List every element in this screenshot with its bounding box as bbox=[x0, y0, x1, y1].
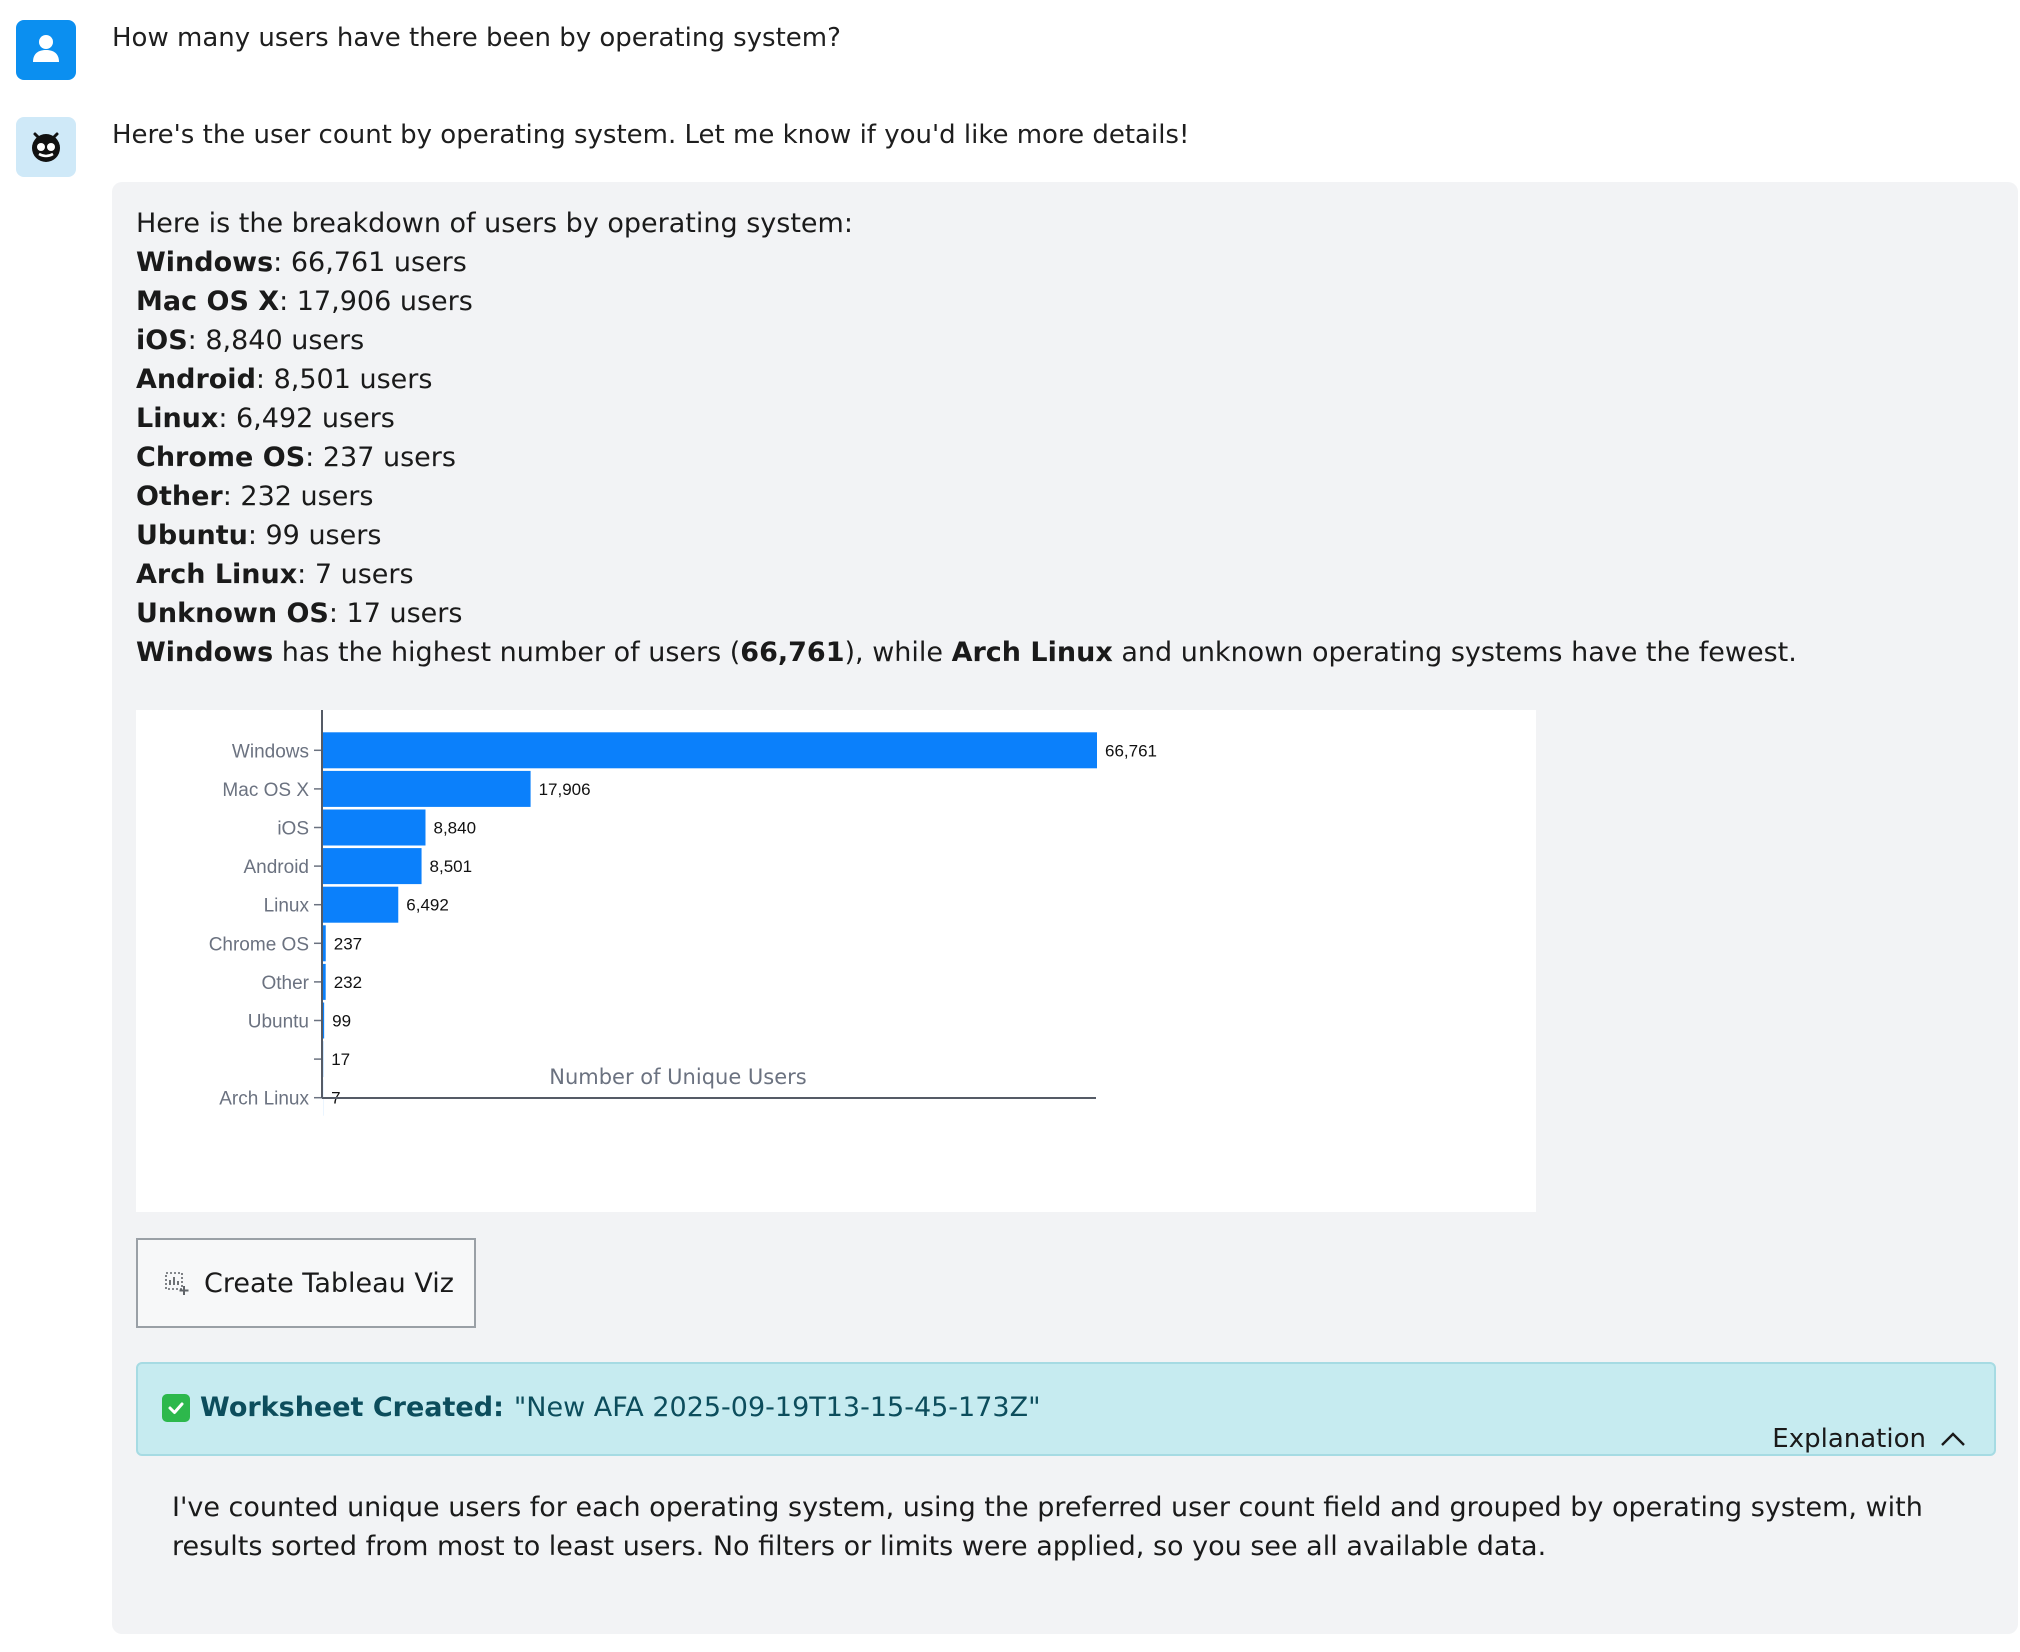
user-question: How many users have there been by operat… bbox=[112, 23, 841, 53]
bar bbox=[323, 848, 422, 885]
explanation-toggle-label: Explanation bbox=[1772, 1424, 1926, 1454]
summary-item: Android: 8,501 users bbox=[136, 360, 1797, 399]
data-label: 237 bbox=[334, 934, 362, 953]
worksheet-created-banner: Worksheet Created: "New AFA 2025-09-19T1… bbox=[136, 1362, 1996, 1456]
summary-item-name: Ubuntu bbox=[136, 520, 248, 551]
bar bbox=[323, 770, 531, 807]
data-label: 232 bbox=[334, 973, 362, 992]
chart-add-icon bbox=[164, 1270, 190, 1296]
summary-item-name: Android bbox=[136, 364, 256, 395]
y-tick-label: Mac OS X bbox=[222, 780, 309, 801]
summary-item-count: : 66,761 users bbox=[273, 247, 467, 278]
assistant-intro: Here's the user count by operating syste… bbox=[112, 120, 1190, 150]
response-card: Here is the breakdown of users by operat… bbox=[112, 182, 2018, 1634]
summary-text: Here is the breakdown of users by operat… bbox=[136, 204, 1797, 672]
x-axis-title: Number of Unique Users bbox=[549, 1065, 807, 1089]
summary-item-name: Other bbox=[136, 481, 223, 512]
summary-item-count: : 237 users bbox=[305, 442, 456, 473]
summary-item: Chrome OS: 237 users bbox=[136, 438, 1797, 477]
summary-item: Other: 232 users bbox=[136, 477, 1797, 516]
summary-item-count: : 8,840 users bbox=[187, 325, 365, 356]
summary-item-count: : 8,501 users bbox=[255, 364, 433, 395]
create-tableau-viz-button[interactable]: Create Tableau Viz bbox=[136, 1238, 476, 1328]
bar bbox=[323, 886, 399, 923]
summary-item-count: : 6,492 users bbox=[218, 403, 395, 434]
conclusion-text-3: and unknown operating systems have the f… bbox=[1112, 637, 1797, 668]
summary-item: Windows: 66,761 users bbox=[136, 243, 1797, 282]
summary-item-name: Mac OS X bbox=[136, 286, 280, 317]
summary-conclusion: Windows has the highest number of users … bbox=[136, 633, 1797, 672]
summary-heading: Here is the breakdown of users by operat… bbox=[136, 208, 853, 239]
data-label: 6,492 bbox=[406, 896, 449, 915]
summary-item-name: iOS bbox=[136, 325, 188, 356]
conclusion-bold-2: 66,761 bbox=[740, 637, 845, 668]
data-label: 17,906 bbox=[539, 780, 591, 799]
y-tick-label: Other bbox=[261, 973, 309, 994]
summary-item-name: Unknown OS bbox=[136, 598, 329, 629]
summary-item: iOS: 8,840 users bbox=[136, 321, 1797, 360]
summary-item-count: : 232 users bbox=[222, 481, 374, 512]
summary-item-name: Chrome OS bbox=[136, 442, 306, 473]
worksheet-label: Worksheet Created: bbox=[200, 1392, 504, 1423]
worksheet-name: "New AFA 2025-09-19T13-15-45-173Z" bbox=[513, 1392, 1041, 1423]
create-tableau-viz-label: Create Tableau Viz bbox=[204, 1267, 454, 1299]
summary-item-name: Windows bbox=[136, 247, 274, 278]
data-label: 17 bbox=[331, 1050, 350, 1069]
bar-chart-svg: Windows 66,761 Mac OS X 17,906 iOS 8,840 Andro… bbox=[209, 710, 1157, 1116]
bot-icon bbox=[26, 125, 66, 169]
summary-item: Mac OS X: 17,906 users bbox=[136, 282, 1797, 321]
summary-item-name: Arch Linux bbox=[136, 559, 298, 590]
y-tick-label: Arch Linux bbox=[219, 1089, 309, 1110]
bar bbox=[323, 925, 326, 962]
y-tick-label: Windows bbox=[232, 741, 309, 762]
worksheet-status: Worksheet Created: "New AFA 2025-09-19T1… bbox=[162, 1392, 1041, 1423]
conclusion-text-2: ), while bbox=[844, 637, 952, 668]
conclusion-bold-3: Arch Linux bbox=[951, 637, 1113, 668]
check-icon bbox=[162, 1393, 190, 1422]
data-label: 8,501 bbox=[430, 857, 473, 876]
explanation-toggle[interactable]: Explanation bbox=[1772, 1424, 1966, 1454]
summary-item-count: : 17,906 users bbox=[279, 286, 473, 317]
summary-item: Linux: 6,492 users bbox=[136, 399, 1797, 438]
summary-item: Ubuntu: 99 users bbox=[136, 516, 1797, 555]
y-tick-label: Ubuntu bbox=[248, 1012, 309, 1033]
summary-item: Unknown OS: 17 users bbox=[136, 594, 1797, 633]
y-tick-label: iOS bbox=[277, 819, 309, 840]
conclusion-bold-1: Windows bbox=[136, 637, 274, 668]
bar-chart: Windows 66,761 Mac OS X 17,906 iOS 8,840 Andro… bbox=[136, 710, 1536, 1212]
bar bbox=[323, 809, 426, 846]
data-label: 8,840 bbox=[433, 819, 476, 838]
bar bbox=[323, 732, 1097, 769]
summary-item-count: : 7 users bbox=[297, 559, 414, 590]
user-icon bbox=[29, 31, 63, 69]
assistant-avatar bbox=[16, 117, 76, 177]
bar bbox=[323, 1002, 325, 1039]
summary-item-name: Linux bbox=[136, 403, 219, 434]
conclusion-text-1: has the highest number of users ( bbox=[273, 637, 741, 668]
y-tick-label: Android bbox=[244, 857, 310, 878]
user-avatar bbox=[16, 20, 76, 80]
y-tick-label: Chrome OS bbox=[209, 934, 309, 955]
summary-item: Arch Linux: 7 users bbox=[136, 555, 1797, 594]
summary-item-count: : 99 users bbox=[247, 520, 382, 551]
explanation-text: I've counted unique users for each opera… bbox=[172, 1492, 1923, 1562]
y-tick-label: Linux bbox=[264, 896, 310, 917]
data-label: 66,761 bbox=[1105, 741, 1157, 760]
chevron-up-icon bbox=[1940, 1424, 1966, 1454]
bar bbox=[323, 963, 326, 1000]
summary-item-count: : 17 users bbox=[328, 598, 463, 629]
data-label: 99 bbox=[332, 1012, 351, 1031]
summary-list: Windows: 66,761 users Mac OS X: 17,906 us… bbox=[136, 243, 1797, 633]
